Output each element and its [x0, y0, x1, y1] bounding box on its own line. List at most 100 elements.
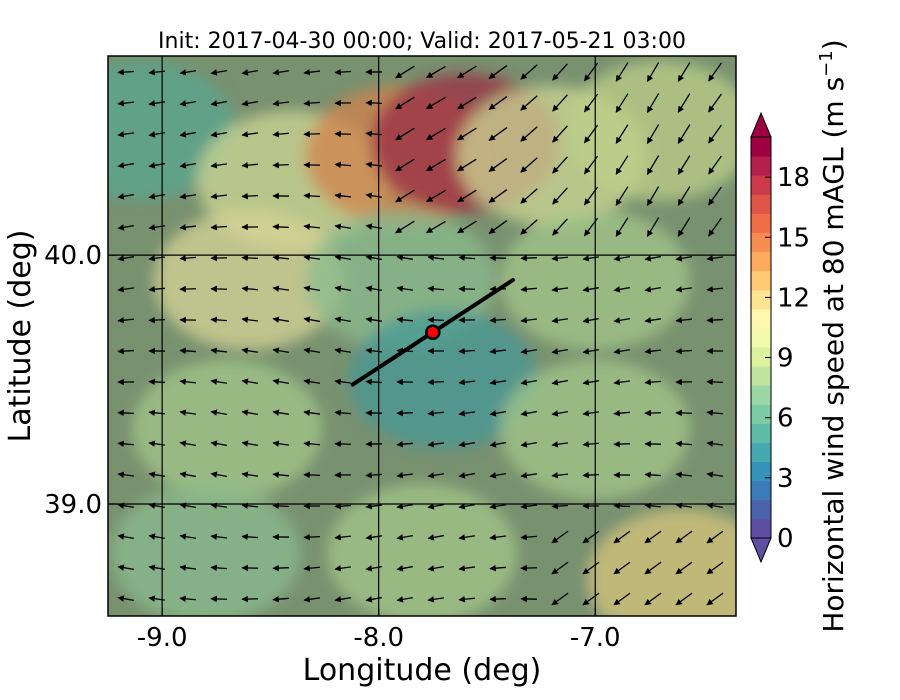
wind-vector: [241, 192, 259, 200]
wind-vector: [117, 193, 134, 200]
wind-vector: [520, 503, 538, 510]
wind-vector: [179, 409, 197, 416]
wind-vector: [613, 348, 631, 355]
wind-vector: [677, 124, 691, 144]
wind-vector: [458, 534, 475, 541]
colorbar-segment: [751, 404, 771, 424]
wind-vector: [148, 378, 166, 386]
wind-vector: [210, 223, 228, 231]
wind-vector: [613, 317, 630, 324]
wind-vector: [210, 347, 228, 354]
wind-vector: [706, 378, 724, 386]
wind-vector: [458, 285, 476, 293]
wind-vector: [148, 69, 166, 76]
wind-vector: [551, 441, 569, 448]
wind-vector: [396, 503, 414, 510]
wind-vector: [488, 96, 508, 110]
colorbar-frame: [750, 136, 772, 539]
wind-vector: [551, 379, 568, 386]
wind-vector: [520, 64, 538, 80]
colorbar-over-extension: [750, 111, 772, 138]
wind-vector: [582, 561, 600, 575]
wind-vector: [179, 162, 196, 169]
wind-vector: [708, 217, 722, 237]
wind-vector: [272, 409, 289, 416]
wind-vector: [210, 440, 227, 447]
wind-vector: [552, 156, 568, 174]
colorbar-label: Horizontal wind speed at 80 mAGL (m s−1): [816, 39, 850, 632]
wind-vector: [179, 254, 197, 262]
wind-vector: [148, 564, 165, 571]
wind-vector: [396, 316, 414, 324]
wind-vector: [458, 347, 476, 355]
wind-vector: [615, 217, 629, 237]
y-axis-ticks: 40.0 39.0: [44, 241, 116, 520]
wind-vector: [457, 220, 477, 234]
wind-vector: [582, 471, 600, 479]
wind-vector: [148, 255, 166, 262]
wind-vector: [708, 186, 722, 206]
wind-vector: [396, 565, 413, 572]
wind-vector: [241, 161, 259, 169]
wind-vector: [520, 188, 538, 204]
wind-vector: [520, 157, 538, 173]
wind-vector: [520, 285, 538, 293]
terrain-shading: [108, 56, 736, 616]
wind-vector: [520, 219, 538, 235]
wind-vector: [117, 471, 135, 478]
wind-vector: [334, 596, 351, 603]
wind-vector: [241, 347, 259, 354]
wind-vector: [458, 410, 476, 417]
y-tick-label: 40.0: [44, 241, 102, 271]
wind-vector: [489, 472, 506, 479]
wind-vector: [708, 155, 722, 175]
wind-vector: [395, 96, 415, 110]
wind-vector: [365, 378, 383, 386]
wind-vector: [706, 502, 723, 509]
wind-vector: [427, 285, 445, 293]
x-axis-label: Longitude (deg): [303, 653, 542, 688]
wind-vector: [582, 379, 599, 386]
colorbar-segment: [751, 251, 771, 272]
wind-vector: [334, 565, 352, 572]
wind-vector: [520, 472, 538, 479]
wind-vector: [582, 530, 600, 544]
wind-vector: [489, 348, 507, 355]
wind-vector: [272, 285, 290, 292]
wind-vector: [365, 347, 383, 354]
colorbar-segment: [751, 156, 771, 176]
colorbar-tick-label: 9: [777, 344, 794, 374]
wind-vector: [303, 378, 321, 385]
wind-vector: [303, 471, 321, 479]
wind-vector: [179, 100, 196, 107]
wind-vector: [179, 533, 197, 540]
wind-vector: [210, 595, 228, 603]
wind-vector: [303, 440, 321, 448]
site-marker: [425, 324, 441, 341]
wind-vector: [179, 193, 197, 200]
wind-vector: [334, 316, 351, 323]
wind-vector: [520, 317, 538, 324]
wind-vector: [520, 254, 538, 262]
wind-vector: [583, 217, 599, 237]
colorbar-segment: [751, 499, 771, 520]
wind-vector: [644, 502, 662, 509]
wind-vector: [644, 471, 662, 479]
colorbar-tick-label: 0: [777, 524, 794, 554]
wind-vector: [427, 316, 445, 324]
wind-vector: [582, 592, 600, 606]
wind-vector: [272, 130, 290, 138]
wind-vector: [395, 220, 415, 234]
wind-vector: [520, 348, 538, 355]
wind-vector: [303, 347, 320, 354]
wind-vector: [552, 63, 568, 81]
wind-vector: [148, 595, 166, 602]
wind-vector: [272, 347, 289, 354]
wind-vector: [210, 564, 228, 572]
wind-vector: [551, 348, 568, 355]
colorbar-segment: [751, 137, 771, 157]
wind-vector: [117, 162, 134, 169]
wind-vector: [365, 471, 383, 479]
colorbar: [750, 111, 772, 564]
colorbar-ticks: 0 3 6 9 12 15 18: [765, 163, 810, 554]
